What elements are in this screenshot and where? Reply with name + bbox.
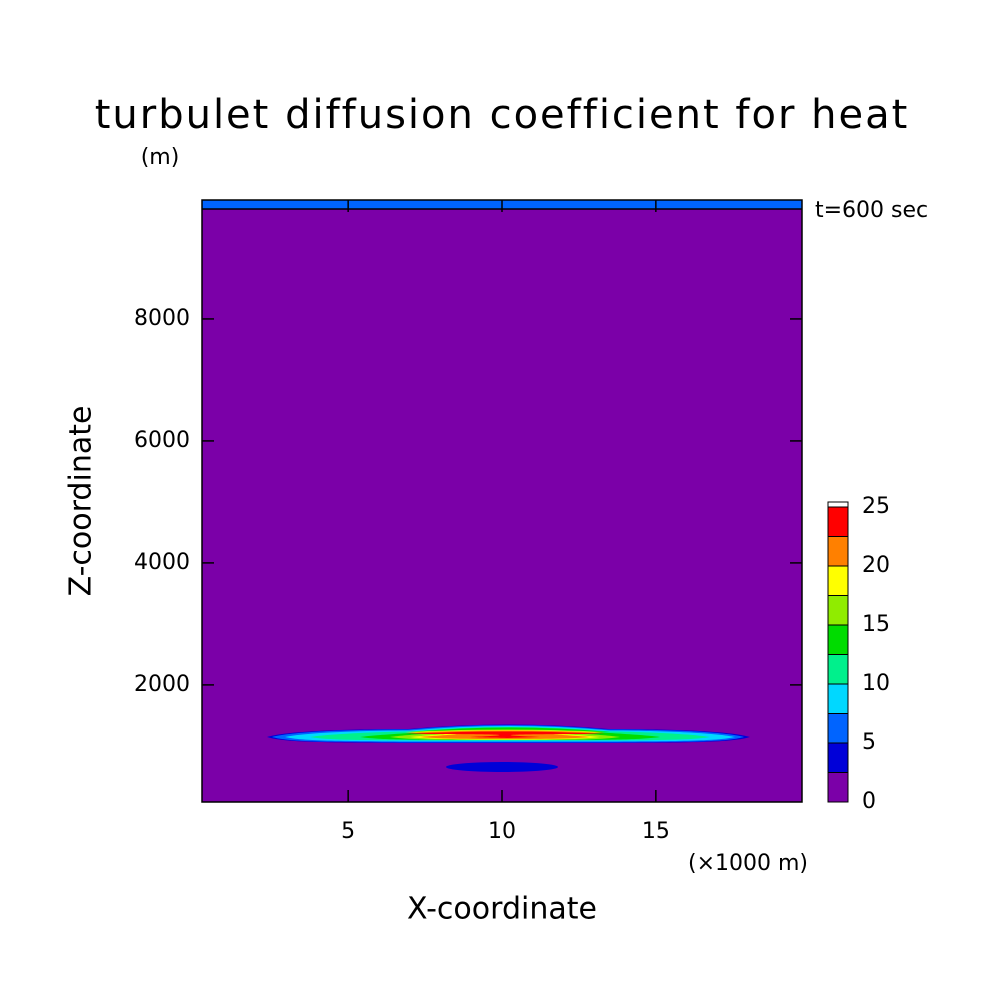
colorbar-cap <box>827 501 849 508</box>
y-tick-label: 6000 <box>134 428 190 453</box>
colorbar-tick-label: 25 <box>862 494 890 519</box>
colorbar-segment <box>827 713 849 744</box>
colorbar-tick-label: 10 <box>862 671 890 696</box>
x-tick-label: 15 <box>642 819 670 844</box>
colorbar-tick-label: 5 <box>862 730 876 755</box>
colorbar-segment <box>827 654 849 685</box>
y-tick-label: 4000 <box>134 550 190 575</box>
colorbar-segment <box>827 536 849 567</box>
y-axis-label: Z-coordinate <box>64 406 99 597</box>
colorbar-segment <box>827 506 849 537</box>
x-tick-label: 10 <box>488 819 516 844</box>
y-tick-label: 8000 <box>134 306 190 331</box>
colorbar-segment <box>827 624 849 655</box>
y-unit: (m) <box>141 145 180 170</box>
contour-fill <box>405 731 605 738</box>
chart-title: turbulet diffusion coefficient for heat <box>95 92 910 138</box>
y-tick-label: 2000 <box>134 672 190 697</box>
contour-fill <box>446 762 558 772</box>
colorbar-tick-label: 20 <box>862 553 890 578</box>
colorbar-segment <box>827 595 849 626</box>
colorbar-segment <box>827 565 849 596</box>
colorbar-segment <box>827 683 849 714</box>
x-tick-label: 5 <box>341 819 355 844</box>
x-axis-label: X-coordinate <box>407 892 597 927</box>
colorbar-tick-label: 0 <box>862 789 876 814</box>
colorbar-segment <box>827 742 849 773</box>
annotation: t=600 sec <box>815 198 928 223</box>
contour-fill <box>202 200 802 802</box>
colorbar-segment <box>827 772 849 803</box>
x-unit: (×1000 m) <box>688 851 808 876</box>
colorbar-tick-label: 15 <box>862 612 890 637</box>
